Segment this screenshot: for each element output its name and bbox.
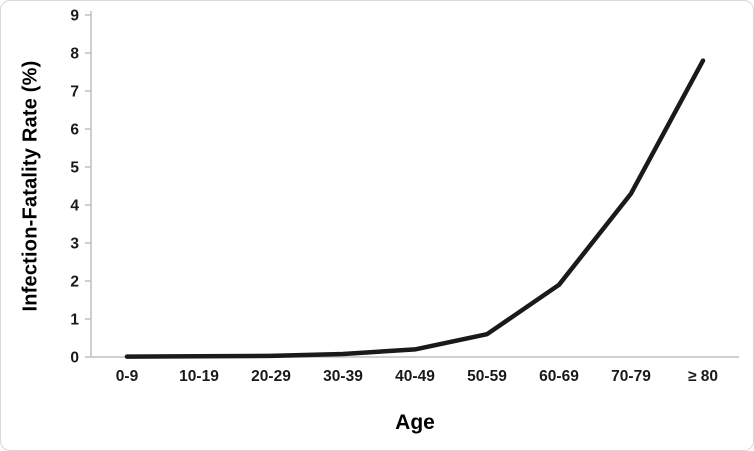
x-tick-label: ≥ 80 <box>688 368 718 385</box>
ifr-line-series <box>124 58 706 359</box>
y-tick-label: 9 <box>70 8 79 25</box>
x-tick-label: 50-59 <box>467 368 507 385</box>
y-tick-label: 4 <box>70 198 79 215</box>
y-tick-label: 8 <box>70 46 79 63</box>
x-tick-label: 60-69 <box>539 368 579 385</box>
y-tick-label: 3 <box>70 236 79 253</box>
x-tick-label: 70-79 <box>611 368 651 385</box>
x-tick-label: 30-39 <box>323 368 363 385</box>
y-tick-label: 7 <box>70 84 79 101</box>
y-tick-label: 5 <box>70 160 79 177</box>
y-tick-label: 0 <box>70 350 79 367</box>
x-tick-label: 10-19 <box>179 368 219 385</box>
y-tick-label: 1 <box>70 312 79 329</box>
y-tick-label: 2 <box>70 274 79 291</box>
y-tick-label: 6 <box>70 122 79 139</box>
x-axis-title: Age <box>395 411 435 434</box>
x-tick-label: 40-49 <box>395 368 435 385</box>
x-tick-label: 0-9 <box>116 368 139 385</box>
x-tick-label: 20-29 <box>251 368 291 385</box>
